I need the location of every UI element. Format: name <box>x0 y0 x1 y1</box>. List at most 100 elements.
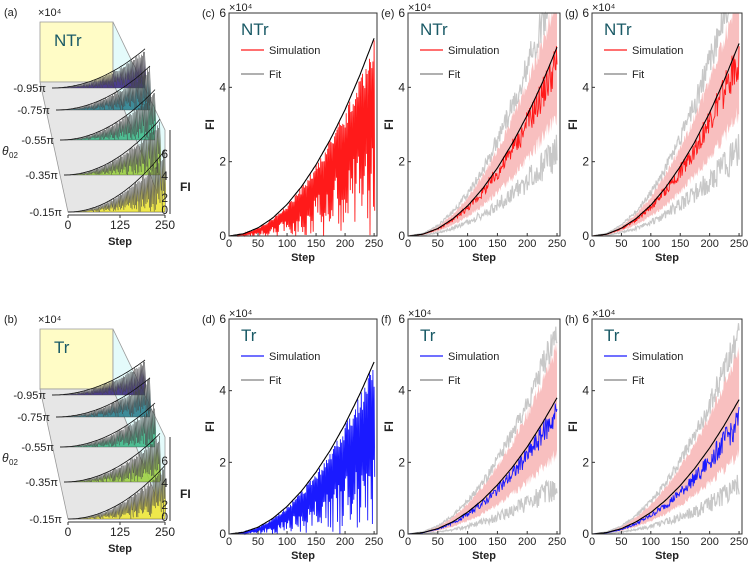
legend-simulation: Simulation <box>632 351 683 363</box>
case-label: NTr <box>241 20 269 39</box>
plot-frame <box>591 318 743 535</box>
x-tick-label: 50 <box>432 536 444 548</box>
x-tick-label: 150 <box>307 238 325 250</box>
y-tick-label: 0 <box>398 527 405 541</box>
range-envelope-lower <box>592 474 740 535</box>
x-tick-label: 100 <box>642 536 660 548</box>
x-tick-label: 100 <box>278 536 296 548</box>
z-zero-label: 0 <box>161 203 168 217</box>
x-tick-label: 0 <box>65 218 72 232</box>
x-axis-label: Step <box>291 550 315 562</box>
panel-c: 0 50 100 150 200 250 0 2 4 6 Step FI ×10⁴ (c) NTrSimul… <box>202 2 383 264</box>
y-axis-label: FI <box>566 421 580 432</box>
theta-tick-label: -0.35π <box>25 170 58 182</box>
x-tick-label: 150 <box>307 536 325 548</box>
y-tick-label: 6 <box>582 312 589 326</box>
y-tick-label: 4 <box>219 384 226 398</box>
fit-curve <box>228 38 375 237</box>
waterfall-slice <box>64 435 162 483</box>
panel-letter: (b) <box>4 314 17 326</box>
slice-fit-curve <box>64 433 161 483</box>
x-tick-label: 150 <box>488 536 506 548</box>
x-tick-label: 50 <box>252 238 264 250</box>
case-label: Tr <box>54 338 70 357</box>
slice-fit-curve <box>56 377 151 418</box>
slice-fit-curve <box>64 118 161 176</box>
panel-letter: (a) <box>4 7 17 19</box>
y-tick-label: 2 <box>219 155 226 169</box>
x-axis-label: Step <box>655 252 679 264</box>
fit-curve <box>407 397 558 535</box>
legend-fit: Fit <box>269 375 281 387</box>
y-tick-label: 2 <box>398 155 405 169</box>
x-tick-label: 250 <box>155 525 175 539</box>
slice-fit-curve <box>60 402 156 448</box>
waterfall-slice <box>68 466 167 520</box>
x-tick-label: 0 <box>65 525 72 539</box>
y-tick-label: 0 <box>582 527 589 541</box>
panel-f: 0 50 100 150 200 250 0 2 4 6 Step FI ×10⁴ (f) Tr Simula… <box>381 308 566 562</box>
x-tick-label: 200 <box>700 536 718 548</box>
x-axis-label: Step <box>472 252 496 264</box>
range-envelope-upper <box>591 12 740 237</box>
waterfall-slice <box>56 378 152 418</box>
simulation-line <box>228 369 376 536</box>
legend-fit: Fit <box>269 69 281 81</box>
legend-simulation: Simulation <box>269 351 320 363</box>
waterfall-slice <box>64 121 162 176</box>
x-tick-label: 0 <box>405 238 411 250</box>
fit-curve <box>591 43 740 237</box>
x-tick-label: 0 <box>226 536 232 548</box>
y-axis-label: FI <box>203 119 217 130</box>
y-tick-label: 6 <box>582 6 589 20</box>
x-tick-label: 250 <box>548 238 566 250</box>
x-tick-label: 250 <box>730 238 748 250</box>
theta-tick-label: -0.95π <box>13 390 46 402</box>
range-envelope-lower <box>592 134 740 237</box>
x-tick-label: 50 <box>252 536 264 548</box>
x-tick-label: 200 <box>518 238 536 250</box>
legend-simulation: Simulation <box>448 45 499 57</box>
waterfall-slice <box>60 404 157 448</box>
waterfall-slice <box>60 93 157 141</box>
x-tick-label: 250 <box>730 536 748 548</box>
y-tick-label: 0 <box>219 527 226 541</box>
y-tick-label: 2 <box>582 155 589 169</box>
plot-frame <box>591 12 743 237</box>
z-zero-label: 0 <box>161 510 168 524</box>
z-tick-label: 2 <box>161 498 168 512</box>
y-tick-label: 0 <box>398 229 405 243</box>
theta-axis-label: θ <box>2 144 9 158</box>
exponent-label: ×10⁴ <box>408 2 432 14</box>
x-tick-label: 0 <box>589 238 595 250</box>
legend-simulation: Simulation <box>632 45 683 57</box>
panel-h: 0 50 100 150 200 250 0 2 4 6 Step FI ×10⁴ (h) Tr Simula… <box>565 308 748 562</box>
exponent-label: ×10⁴ <box>408 308 432 320</box>
plot-frame <box>228 318 378 535</box>
y-tick-label: 4 <box>398 80 405 94</box>
slice-fit-curve <box>68 149 166 213</box>
z-tick-label: 4 <box>161 476 168 490</box>
slice-fit-curve <box>60 89 156 141</box>
case-label: NTr <box>420 20 448 39</box>
x-tick-label: 250 <box>365 238 383 250</box>
case-label: Tr <box>241 326 257 345</box>
x-tick-label: 50 <box>615 238 627 250</box>
theta-axis-subscript: 02 <box>9 151 18 160</box>
range-envelope-upper <box>591 323 740 535</box>
x-tick-label: 50 <box>615 536 627 548</box>
case-label: Tr <box>420 326 436 345</box>
theta-tick-label: -0.55π <box>21 135 54 147</box>
panel-letter: (f) <box>381 314 391 326</box>
y-axis-label: FI <box>382 421 396 432</box>
range-envelope-upper <box>407 11 557 237</box>
theta-tick-label: -0.55π <box>21 442 54 454</box>
theta-tick-label: -0.75π <box>17 105 50 117</box>
z-axis-label: FI <box>180 487 191 501</box>
legend-fit: Fit <box>632 69 644 81</box>
slice-fit-curve <box>68 465 166 520</box>
theta-tick-label: -0.35π <box>25 477 58 489</box>
x-tick-label: 125 <box>110 218 130 232</box>
